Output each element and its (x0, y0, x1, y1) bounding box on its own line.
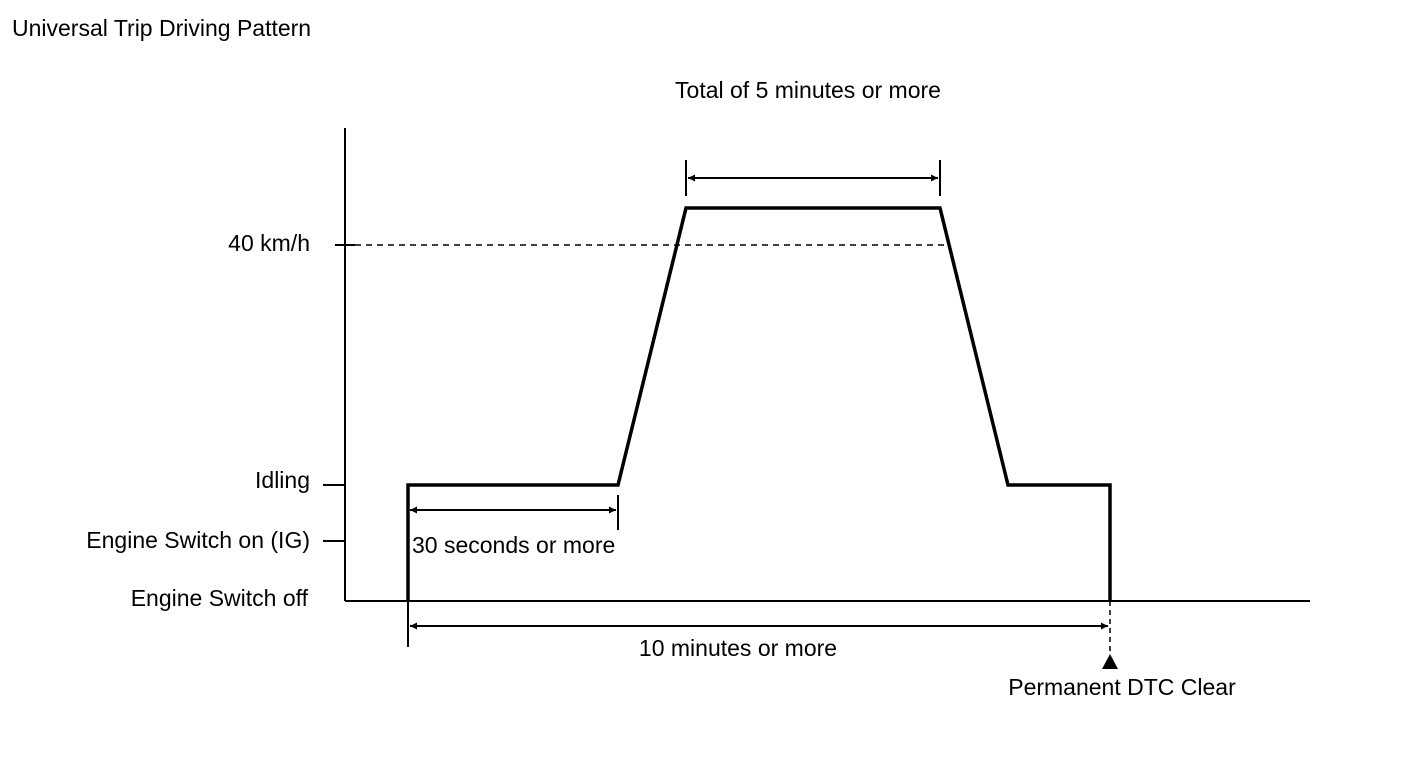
annotation: Total of 5 minutes or more (675, 77, 941, 103)
marker-triangle (1102, 654, 1118, 669)
y-label: Engine Switch on (IG) (86, 527, 310, 553)
y-label: 40 km/h (228, 230, 310, 256)
annotation: Permanent DTC Clear (1008, 674, 1236, 700)
title: Universal Trip Driving Pattern (12, 15, 311, 41)
y-label: Idling (255, 467, 310, 493)
annotation: 10 minutes or more (639, 635, 837, 661)
speed-profile (406, 206, 1112, 601)
annotation: 30 seconds or more (412, 532, 615, 558)
y-label: Engine Switch off (131, 585, 309, 611)
